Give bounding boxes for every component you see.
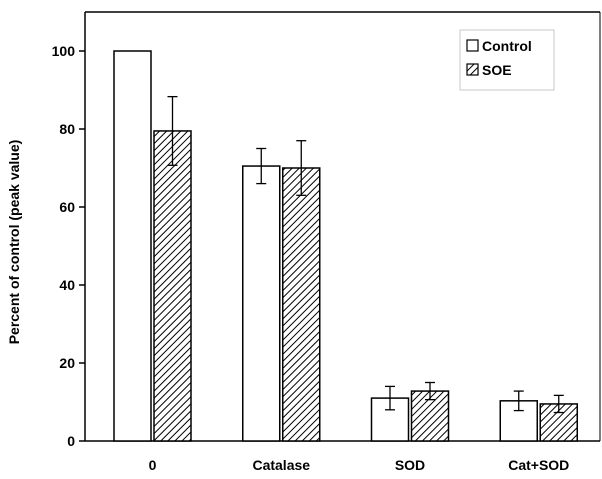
x-tick-label: SOD [395, 457, 425, 473]
bar-soe [282, 167, 321, 442]
legend-swatch-soe [466, 63, 479, 76]
legend-swatch-control [466, 39, 479, 52]
y-tick-label: 60 [59, 199, 75, 215]
x-tick-label: Cat+SOD [508, 457, 569, 473]
y-tick-label: 0 [67, 433, 75, 449]
y-tick-label: 80 [59, 121, 75, 137]
y-axis-label: Percent of control (peak value) [6, 140, 22, 345]
legend-label: Control [482, 38, 532, 54]
legend-label: SOE [482, 62, 512, 78]
bar-soe [153, 130, 192, 442]
y-tick-label: 40 [59, 277, 75, 293]
x-tick-label: 0 [149, 457, 157, 473]
x-tick-label: Catalase [252, 457, 310, 473]
bar-control [242, 165, 281, 442]
bar-control [113, 50, 152, 442]
y-tick-label: 100 [52, 43, 76, 59]
y-tick-label: 20 [59, 355, 75, 371]
